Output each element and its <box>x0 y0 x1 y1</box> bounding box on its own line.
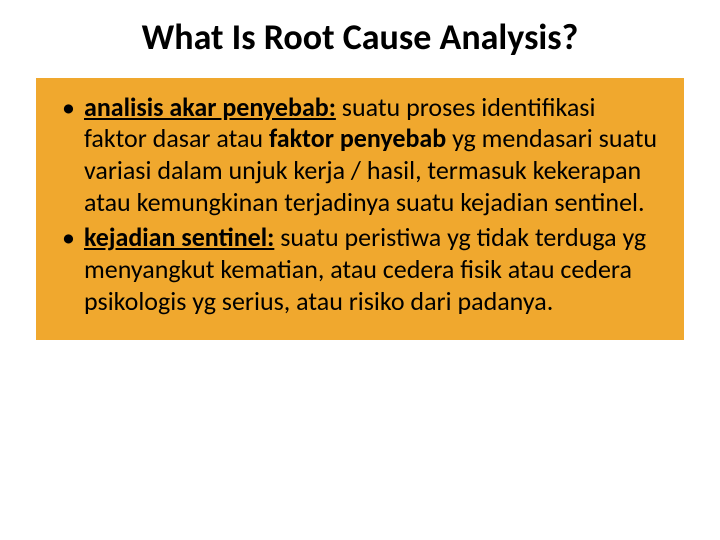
bullet-list: analisis akar penyebab: suatu proses ide… <box>56 92 664 318</box>
content-box: analisis akar penyebab: suatu proses ide… <box>36 78 684 340</box>
slide-title: What Is Root Cause Analysis? <box>60 18 660 58</box>
slide: What Is Root Cause Analysis? analisis ak… <box>0 0 720 540</box>
bullet-item-1: analisis akar penyebab: suatu proses ide… <box>56 92 664 219</box>
term-2: kejadian sentinel: <box>84 221 274 253</box>
bold-mid: faktor penyebab <box>269 122 446 154</box>
bullet-item-2: kejadian sentinel: suatu peristiwa yg ti… <box>56 222 664 317</box>
term-1: analisis akar penyebab: <box>84 91 336 123</box>
